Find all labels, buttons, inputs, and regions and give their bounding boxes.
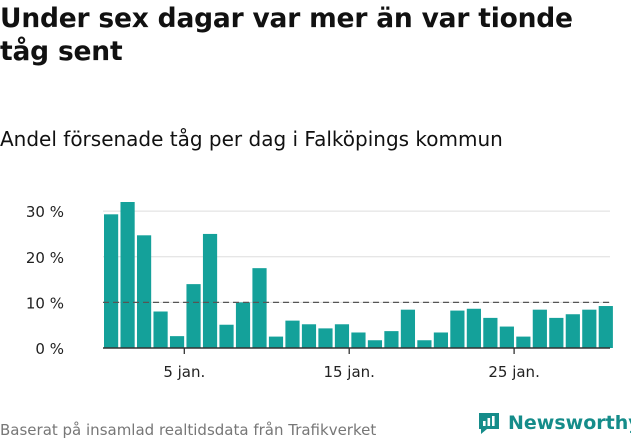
- bar: [417, 340, 432, 348]
- bar: [104, 214, 119, 348]
- bar: [433, 332, 448, 348]
- bar: [153, 311, 168, 348]
- bar: [532, 309, 547, 348]
- bar: [351, 332, 366, 348]
- bar: [499, 326, 514, 348]
- bar: [450, 310, 465, 348]
- chart-title: Under sex dagar var mer än var tionde tå…: [0, 3, 573, 67]
- bar: [301, 324, 317, 348]
- x-tick-label: 5 jan.: [163, 363, 205, 381]
- bar: [169, 336, 185, 348]
- bar: [219, 324, 234, 348]
- y-tick-label: 0 %: [35, 340, 64, 358]
- bar-chart: 0 % 10 % 20 % 30 % 5 jan. 15 jan. 25 jan.: [26, 202, 613, 381]
- bar: [384, 331, 399, 348]
- brand-logo: Newsworthy: [476, 409, 631, 437]
- bar: [268, 336, 284, 348]
- bar: [483, 317, 498, 348]
- bar: [400, 309, 416, 348]
- bar: [466, 308, 481, 348]
- bar: [252, 268, 267, 348]
- y-tick-label: 20 %: [26, 249, 64, 267]
- bar: [318, 328, 333, 348]
- bar: [235, 302, 251, 348]
- bar: [186, 284, 201, 348]
- bar: [565, 314, 580, 348]
- bar: [202, 233, 218, 348]
- bar: [549, 317, 564, 348]
- newsworthy-chart-logo-icon: [479, 413, 499, 434]
- bar: [582, 309, 597, 348]
- bar: [367, 340, 383, 348]
- bar: [136, 235, 152, 348]
- x-tick-label: 15 jan.: [323, 363, 375, 381]
- bar: [285, 320, 300, 348]
- bar: [334, 324, 350, 348]
- y-tick-label: 10 %: [26, 294, 64, 312]
- bar: [120, 202, 135, 348]
- brand-name: Newsworthy: [508, 412, 631, 434]
- y-tick-label: 30 %: [26, 203, 64, 221]
- chart-subtitle: Andel försenade tåg per dag i Falköpings…: [0, 127, 503, 151]
- bar: [516, 336, 531, 348]
- bar: [598, 306, 613, 348]
- source-note: Baserat på insamlad realtidsdata från Tr…: [0, 421, 377, 439]
- x-tick-label: 25 jan.: [488, 363, 540, 381]
